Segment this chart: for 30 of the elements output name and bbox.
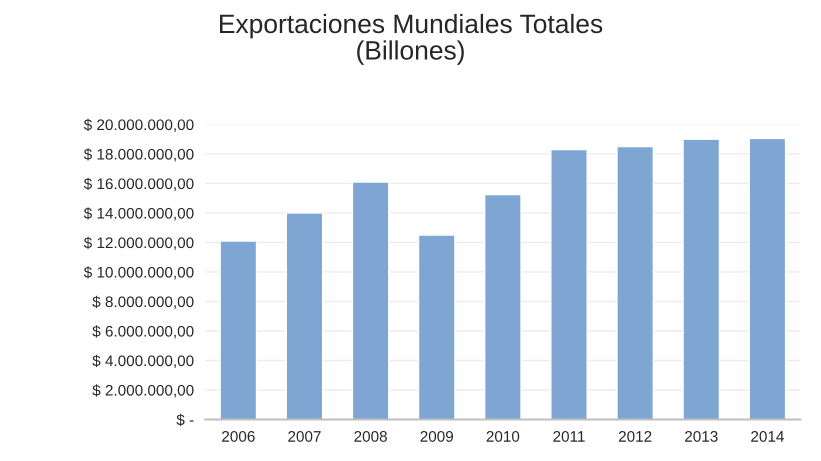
y-tick-label: $ 10.000.000,00 bbox=[84, 266, 194, 280]
y-tick-label: $ 14.000.000,00 bbox=[84, 207, 194, 220]
y-tick-label: $ 18.000.000,00 bbox=[84, 148, 194, 162]
x-tick-label: 2013 bbox=[685, 431, 718, 442]
bar bbox=[748, 138, 786, 420]
bar bbox=[418, 234, 456, 420]
y-tick-label: $ 8.000.000,00 bbox=[92, 296, 194, 309]
bar bbox=[484, 194, 522, 420]
x-tick-label: 2014 bbox=[751, 431, 784, 442]
y-tick-label: $ 20.000.000,00 bbox=[84, 118, 194, 132]
y-tick-label: $ 12.000.000,00 bbox=[84, 236, 194, 250]
y-tick-label: $ 16.000.000,00 bbox=[84, 178, 194, 191]
chart-title: Exportaciones Mundiales Totales (Billones) bbox=[220, 14, 602, 65]
bar bbox=[286, 212, 324, 420]
x-tick-label: 2010 bbox=[486, 431, 520, 442]
y-tick-label: $ 6.000.000,00 bbox=[92, 325, 194, 338]
x-tick-label: 2006 bbox=[222, 431, 255, 442]
bar bbox=[682, 138, 720, 420]
y-tick-label: $ 4.000.000,00 bbox=[92, 354, 194, 368]
x-tick-label: 2009 bbox=[420, 431, 453, 442]
x-tick-label: 2007 bbox=[288, 431, 321, 442]
bar bbox=[352, 181, 390, 420]
x-tick-label: 2011 bbox=[553, 431, 585, 442]
x-tick-label: 2012 bbox=[618, 431, 652, 442]
x-tick-label: 2008 bbox=[354, 431, 387, 442]
bar bbox=[219, 240, 258, 420]
bar bbox=[550, 148, 588, 420]
bar bbox=[616, 146, 654, 420]
y-tick-label: $ - bbox=[176, 414, 194, 426]
y-tick-label: $ 2.000.000,00 bbox=[92, 384, 194, 398]
